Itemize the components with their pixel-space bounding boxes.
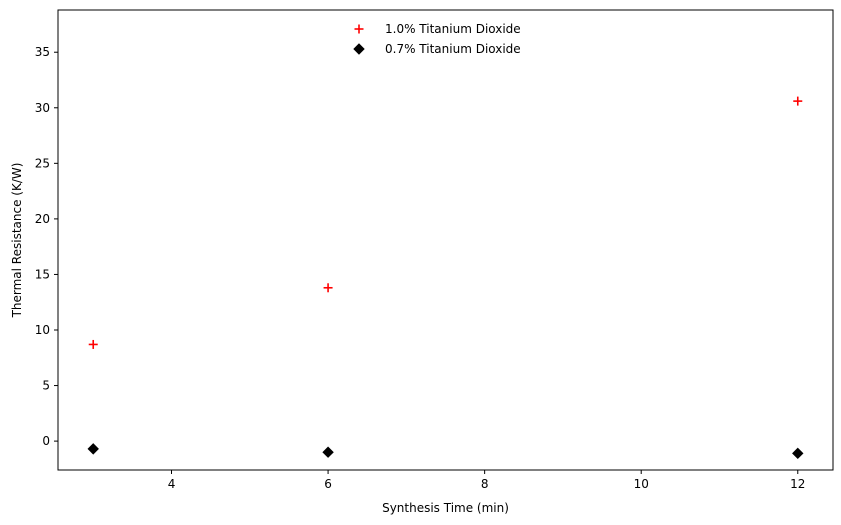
x-axis-title: Synthesis Time (min) (382, 501, 509, 515)
y-axis: 0 5 10 15 20 25 30 35 (35, 45, 58, 448)
y-tick-label: 15 (35, 267, 50, 281)
y-tick-label: 0 (42, 434, 50, 448)
x-tick-label: 8 (481, 477, 489, 491)
legend: 1.0% Titanium Dioxide 0.7% Titanium Dioxi… (353, 22, 521, 56)
data-point-plus (323, 283, 333, 293)
legend-label: 1.0% Titanium Dioxide (385, 22, 521, 36)
plot-frame (57, 9, 834, 471)
x-tick-label: 10 (634, 477, 649, 491)
x-tick-label: 6 (324, 477, 332, 491)
y-tick-label: 30 (35, 101, 50, 115)
y-axis-title: Thermal Resistance (K/W) (10, 163, 24, 319)
data-point-diamond (792, 447, 804, 460)
data-point-diamond (87, 443, 99, 455)
legend-marker-2 (353, 43, 365, 55)
data-point-plus (88, 339, 98, 349)
legend-marker-1 (354, 24, 364, 34)
y-tick-label: 10 (35, 323, 50, 337)
data-point-diamond (322, 446, 334, 458)
y-tick-label: 5 (42, 379, 50, 393)
y-tick-label: 25 (35, 156, 50, 170)
x-tick-label: 12 (790, 477, 805, 491)
legend-label: 0.7% Titanium Dioxide (385, 42, 521, 56)
y-tick-label: 20 (35, 212, 50, 226)
x-axis: 4 6 8 10 12 (168, 470, 805, 491)
y-tick-label: 35 (35, 45, 50, 59)
data-markers (87, 96, 804, 460)
data-point-plus (793, 96, 803, 106)
x-tick-label: 4 (168, 477, 176, 491)
